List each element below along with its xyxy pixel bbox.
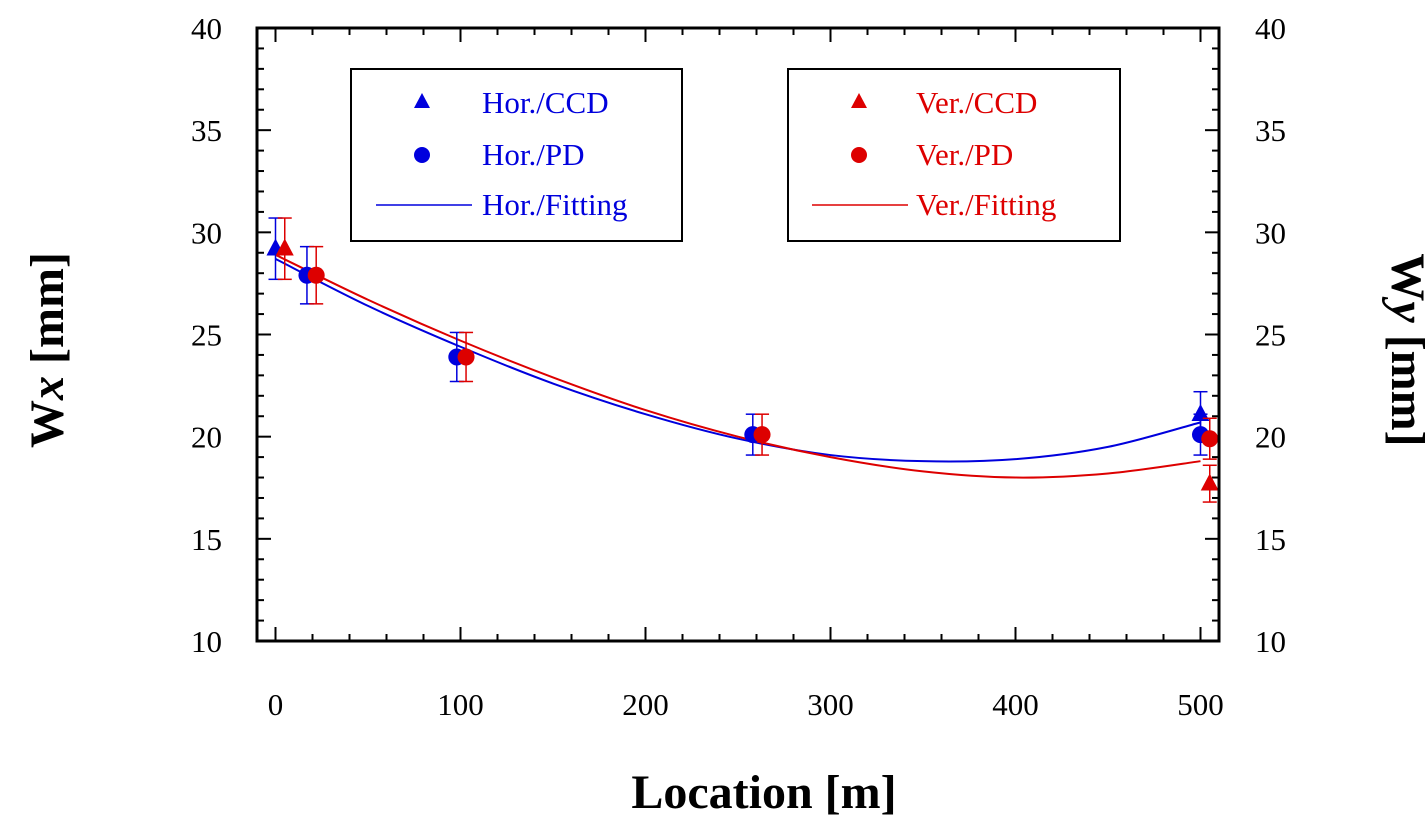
y-tick-label-right: 20 (1255, 420, 1286, 455)
y-tick-label-right: 15 (1255, 522, 1286, 557)
legend-vertical: Ver./CCD Ver./PD Ver./Fitting (787, 68, 1121, 242)
x-tick-label: 100 (437, 687, 484, 722)
fit-lines (275, 253, 1201, 479)
y-tick-label-left: 35 (191, 113, 222, 148)
y-left-title-unit: [mm] (21, 252, 74, 376)
point-ver-pd (1201, 430, 1219, 448)
y-tick-label-right: 30 (1255, 215, 1286, 250)
x-tick-label: 0 (268, 687, 284, 722)
point-hor-ccd (1191, 403, 1210, 421)
y-left-title-main: W (21, 400, 74, 448)
legend-ver-ccd-label: Ver./CCD (916, 85, 1037, 120)
y-axis-left-title: Wx [mm] (21, 252, 74, 448)
svg-text:Wy [mm]: Wy [mm] (1381, 253, 1426, 446)
plot-frame (255, 26, 1221, 643)
fit-line-hor-fitting (275, 258, 1201, 463)
point-ver-ccd (275, 238, 294, 256)
y-tick-label-right: 35 (1255, 113, 1286, 148)
ticks-layer: 0 100 200 300 400 500 10 10 15 15 20 20 25 25 30 30 35 35… (191, 11, 1286, 722)
legend-horizontal: Hor./CCD Hor./PD Hor./Fitting (350, 68, 683, 242)
y-left-title-sub: x (21, 376, 74, 401)
legend-hor-ccd-marker (414, 93, 430, 108)
x-tick-label: 500 (1177, 687, 1224, 722)
legend-ver-fit-label: Ver./Fitting (916, 187, 1056, 222)
y-tick-label-left: 40 (191, 11, 222, 46)
legend-hor-pd-marker (414, 147, 430, 163)
y-tick-label-right: 40 (1255, 11, 1286, 46)
y-tick-label-left: 15 (191, 522, 222, 557)
y-right-title-unit: [mm] (1381, 323, 1426, 447)
y-tick-label-left: 30 (191, 215, 222, 250)
x-tick-label: 300 (807, 687, 854, 722)
data-points (266, 217, 1219, 503)
point-ver-pd (307, 266, 325, 284)
legend-hor-ccd-label: Hor./CCD (482, 85, 609, 120)
y-tick-label-left: 25 (191, 318, 222, 353)
x-axis-title: Location [m] (631, 766, 896, 816)
legend-ver-pd-marker (851, 147, 867, 163)
y-axis-right-title: Wy [mm] (1381, 253, 1426, 446)
legend-hor-fit-label: Hor./Fitting (482, 187, 628, 222)
y-tick-label-right: 25 (1255, 318, 1286, 353)
x-tick-label: 200 (622, 687, 669, 722)
legend-hor-pd-label: Hor./PD (482, 137, 585, 172)
point-ver-pd (753, 426, 771, 444)
legend-ver-pd-label: Ver./PD (916, 137, 1013, 172)
fit-line-ver-fitting (275, 253, 1201, 479)
y-tick-label-right: 10 (1255, 624, 1286, 659)
point-ver-ccd (1200, 473, 1219, 491)
y-tick-label-left: 20 (191, 420, 222, 455)
y-right-title-sub: y (1381, 296, 1426, 323)
x-tick-label: 400 (992, 687, 1039, 722)
y-tick-label-left: 10 (191, 624, 222, 659)
legend-horizontal-box (350, 68, 683, 242)
svg-text:Wx [mm]: Wx [mm] (21, 252, 74, 448)
legend-vertical-box (787, 68, 1121, 242)
y-right-title-main: W (1381, 253, 1426, 301)
legend-ver-ccd-marker (851, 93, 867, 108)
point-ver-pd (457, 348, 475, 366)
